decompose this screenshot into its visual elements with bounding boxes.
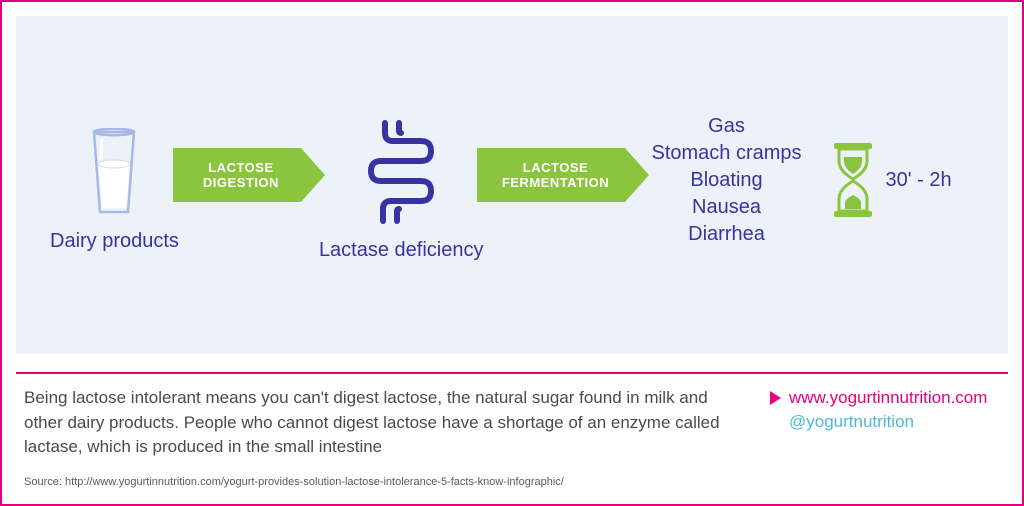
website-link[interactable]: www.yogurtinnutrition.com bbox=[770, 388, 1000, 408]
step-dairy-products: Dairy products bbox=[50, 128, 179, 253]
hourglass-icon bbox=[830, 141, 876, 219]
time-indicator: 30' - 2h bbox=[830, 141, 952, 219]
arrow-lactose-fermentation: LACTOSE FERMENTATION bbox=[477, 148, 649, 202]
section-divider bbox=[16, 372, 1008, 374]
flow-panel: Dairy products LACTOSE DIGESTION Lactase… bbox=[16, 16, 1008, 354]
time-label: 30' - 2h bbox=[886, 169, 952, 192]
footer-panel: Being lactose intolerant means you can't… bbox=[16, 386, 1008, 494]
symptom-item: Bloating bbox=[690, 167, 762, 194]
arrow-lactose-digestion: LACTOSE DIGESTION bbox=[173, 148, 325, 202]
infographic-frame: Dairy products LACTOSE DIGESTION Lactase… bbox=[0, 0, 1024, 506]
symptoms-list: Gas Stomach cramps Bloating Nausea Diarr… bbox=[651, 113, 801, 248]
arrow1-line2: DIGESTION bbox=[203, 175, 279, 190]
milk-glass-icon bbox=[86, 128, 142, 218]
symptom-item: Diarrhea bbox=[688, 221, 765, 248]
step-dairy-label: Dairy products bbox=[50, 230, 179, 253]
step-lactase-label: Lactase deficiency bbox=[319, 239, 484, 262]
website-text: www.yogurtinnutrition.com bbox=[789, 388, 987, 408]
intestine-icon bbox=[351, 119, 451, 227]
source-text: Source: http://www.yogurtinnutrition.com… bbox=[24, 476, 740, 488]
twitter-handle[interactable]: @yogurtnutrition bbox=[789, 412, 1000, 432]
play-icon bbox=[770, 391, 781, 405]
description-text: Being lactose intolerant means you can't… bbox=[24, 386, 740, 460]
step-lactase-deficiency: Lactase deficiency bbox=[319, 119, 484, 262]
arrow2-line1: LACTOSE bbox=[523, 160, 588, 175]
arrow1-line1: LACTOSE bbox=[208, 160, 273, 175]
symptom-item: Nausea bbox=[692, 194, 761, 221]
symptom-item: Gas bbox=[708, 113, 745, 140]
symptom-item: Stomach cramps bbox=[651, 140, 801, 167]
arrow2-line2: FERMENTATION bbox=[502, 175, 609, 190]
